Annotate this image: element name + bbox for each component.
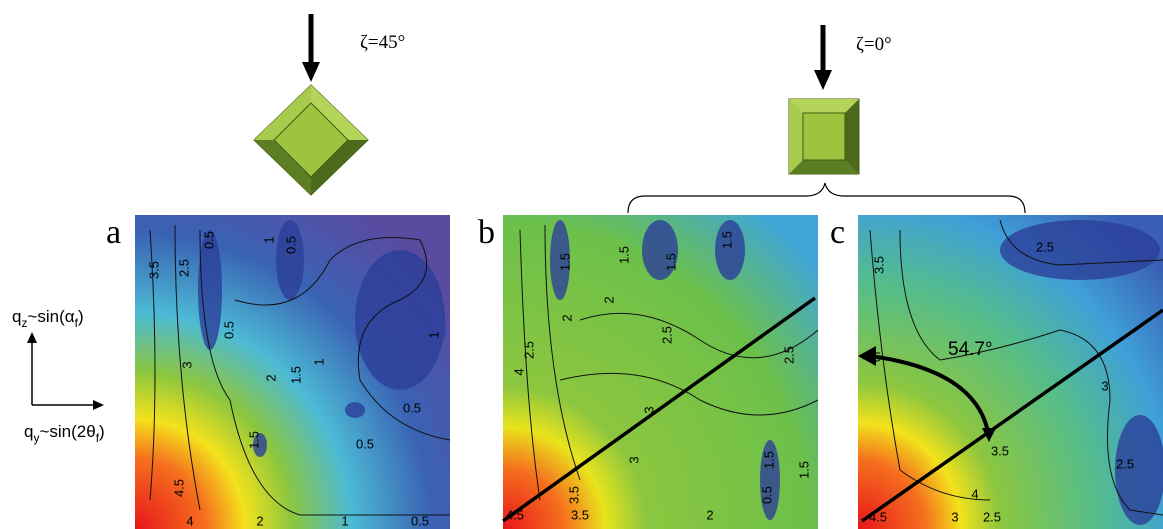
contour-label: 4.5 bbox=[506, 507, 524, 522]
arrow-head bbox=[814, 70, 832, 90]
contour-label: 3.5 bbox=[991, 443, 1009, 458]
contour-label: 1 bbox=[426, 331, 441, 338]
contour-label: 2 bbox=[263, 374, 278, 381]
contour-label: 1.5 bbox=[719, 231, 734, 249]
contour-label: 1.5 bbox=[663, 253, 678, 271]
angle-label: 54.7° bbox=[948, 339, 993, 360]
panel-label: c bbox=[830, 214, 845, 251]
contour-label: 2 bbox=[256, 513, 263, 528]
contour-label: 4.5 bbox=[863, 349, 881, 364]
contour-label: 4.5 bbox=[869, 509, 887, 524]
contour-label: 2.5 bbox=[781, 346, 796, 364]
contour-label: 1.5 bbox=[288, 366, 303, 384]
contour-label: 1.5 bbox=[616, 246, 631, 264]
contour-label: 1 bbox=[341, 513, 348, 528]
angle-setting: ζ=0° bbox=[856, 34, 892, 55]
contour-label: 2 bbox=[601, 296, 616, 303]
contour-label: 3 bbox=[641, 406, 656, 413]
crystal-flat bbox=[789, 99, 859, 174]
x-axis-label: qy~sin(2θf) bbox=[24, 422, 105, 445]
contour-label: 0.5 bbox=[411, 513, 429, 528]
contour-label: 3.5 bbox=[146, 261, 161, 279]
panel-label: b bbox=[478, 214, 495, 251]
arrow-head bbox=[302, 62, 320, 82]
contour-label: 2.5 bbox=[659, 326, 674, 344]
contour-label: 0.5 bbox=[356, 436, 374, 451]
contour-label: 4.5 bbox=[171, 479, 186, 497]
contour-label: 3 bbox=[1101, 378, 1108, 393]
contour-label: 2.5 bbox=[1116, 456, 1134, 471]
contour-label: 0.5 bbox=[403, 400, 421, 415]
label-part: q bbox=[24, 422, 33, 441]
contour-label: 4 bbox=[971, 486, 978, 501]
contour-label: 3 bbox=[626, 456, 641, 463]
contour-label: 0.5 bbox=[221, 321, 236, 339]
contour-label: 2 bbox=[559, 314, 574, 321]
contour-label: 0.5 bbox=[201, 231, 216, 249]
contour-label: 3.5 bbox=[571, 507, 589, 522]
contour-label: 2.5 bbox=[176, 259, 191, 277]
contour-label: 4 bbox=[511, 368, 526, 375]
contour-label: 4 bbox=[186, 513, 193, 528]
panel-label: a bbox=[106, 214, 121, 251]
y-axis-label: qz~sin(αf) bbox=[12, 307, 84, 330]
contour-label: 1.5 bbox=[246, 431, 261, 449]
axis-arrow-head bbox=[27, 332, 37, 343]
contour-label: 3.5 bbox=[566, 486, 581, 504]
axis-arrow-head bbox=[93, 400, 104, 410]
figure: 54.7° ζ=45° ζ=0° qz~sin(αf) qy~sin(2θf) … bbox=[0, 0, 1163, 529]
contour-label: 3 bbox=[951, 509, 958, 524]
label-part: ~sin(α bbox=[27, 307, 74, 326]
crystal-rotated bbox=[254, 85, 368, 195]
contour-label: 1.5 bbox=[761, 451, 776, 469]
contour-label: 0.5 bbox=[283, 236, 298, 254]
label-part: q bbox=[12, 307, 21, 326]
brace bbox=[628, 183, 1025, 213]
contour-label: 1.5 bbox=[796, 461, 811, 479]
label-part: ) bbox=[99, 422, 105, 441]
contour-label: 2.5 bbox=[521, 341, 536, 359]
contour-label: 3.5 bbox=[871, 256, 886, 274]
label-part: ~sin(2θ bbox=[39, 422, 95, 441]
contour-label: 1.5 bbox=[557, 253, 572, 271]
label-part: ) bbox=[78, 307, 84, 326]
contour-label: 2.5 bbox=[983, 509, 1001, 524]
contour-label: 2.5 bbox=[1036, 239, 1054, 254]
contour-label: 2 bbox=[706, 507, 713, 522]
contour-label: 1 bbox=[261, 236, 276, 243]
contour-label: 1 bbox=[311, 358, 326, 365]
contour-label: 0.5 bbox=[759, 486, 774, 504]
angle-setting: ζ=45° bbox=[360, 32, 405, 53]
contour-label: 3 bbox=[179, 361, 194, 368]
